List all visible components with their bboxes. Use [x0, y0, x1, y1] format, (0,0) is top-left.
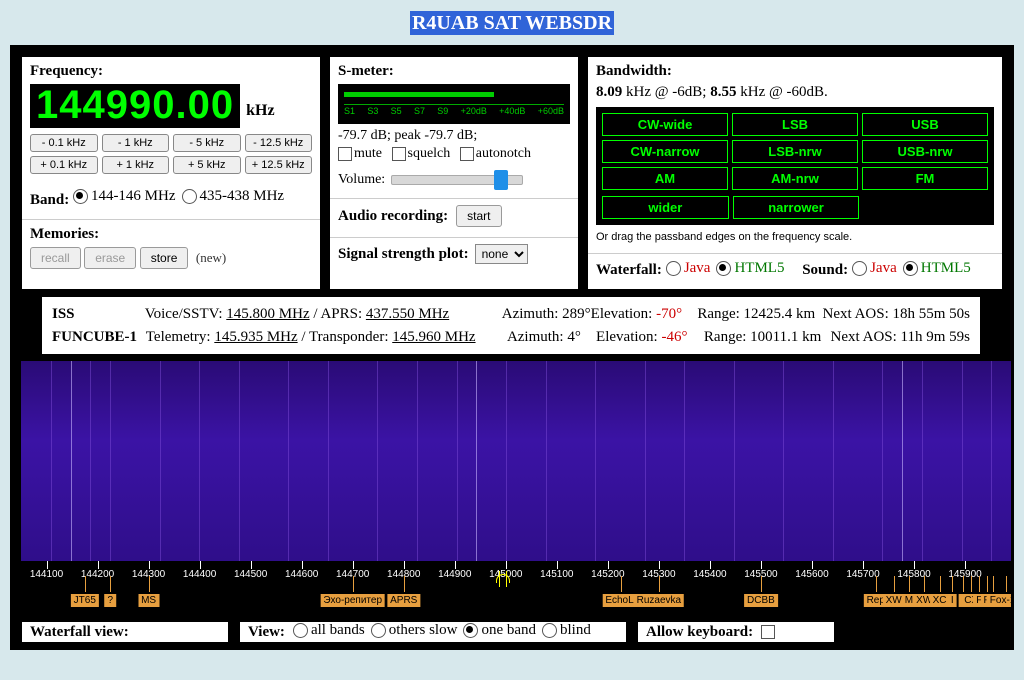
smeter-label: S-meter:	[338, 63, 570, 80]
freq-tick: 144200	[81, 569, 114, 580]
freq-tick: 145900	[948, 569, 981, 580]
freq-marker[interactable]: MS	[138, 594, 159, 607]
volume-label: Volume:	[338, 172, 385, 188]
freq-tick: 144100	[30, 569, 63, 580]
freq-tick: 144600	[285, 569, 318, 580]
frequency-display[interactable]: 144990.00	[30, 84, 240, 128]
smeter-panel: S-meter: S1S3S5S7S9+20dB+40dB+60dB -79.7…	[329, 56, 579, 290]
freq-marker[interactable]: Эхо-репитер	[320, 594, 385, 607]
freq-tick: 145200	[591, 569, 624, 580]
plus-step-button-0[interactable]: + 0.1 kHz	[30, 156, 98, 174]
waterfall-display[interactable]	[21, 361, 1011, 561]
smeter-readout: -79.7 dB; peak -79.7 dB;	[338, 128, 570, 144]
mode-button-usb-nrw[interactable]: USB-nrw	[862, 140, 988, 163]
freq-tick: 145800	[897, 569, 930, 580]
sat-row: ISSVoice/SSTV: 145.800 MHz / APRS: 437.5…	[52, 303, 970, 326]
mode-button-cw-narrow[interactable]: CW-narrow	[602, 140, 728, 163]
freq-marker[interactable]: I	[948, 594, 957, 607]
bandwidth-label: Bandwidth:	[596, 63, 994, 80]
sound-label: Sound:	[802, 262, 848, 279]
waterfall-radio-java[interactable]: Java	[666, 260, 711, 277]
freq-tick: 145700	[846, 569, 879, 580]
freq-tick: 145000	[489, 569, 522, 580]
freq-marker[interactable]: Fox-1A	[987, 594, 1011, 607]
minus-step-button-2[interactable]: - 5 kHz	[173, 134, 241, 152]
waterfall-label: Waterfall:	[596, 262, 662, 279]
minus-step-button-0[interactable]: - 0.1 kHz	[30, 134, 98, 152]
mode-button-am[interactable]: AM	[602, 167, 728, 190]
narrower-button[interactable]: narrower	[733, 196, 860, 219]
allow-keyboard-box: Allow keyboard:	[637, 621, 835, 643]
band-label: Band:	[30, 192, 69, 208]
sound-radio-html5[interactable]: HTML5	[903, 260, 971, 277]
mode-button-lsb-nrw[interactable]: LSB-nrw	[732, 140, 858, 163]
freq-tick: 145100	[540, 569, 573, 580]
bandwidth-panel: Bandwidth: 8.09 kHz @ -6dB; 8.55 kHz @ -…	[587, 56, 1003, 290]
frequency-label: Frequency:	[30, 63, 312, 80]
drag-note: Or drag the passband edges on the freque…	[596, 231, 994, 243]
view-radio-0[interactable]: all bands	[293, 622, 365, 639]
sound-radio-java[interactable]: Java	[852, 260, 897, 277]
memories-new: (new)	[196, 250, 226, 265]
recall-button[interactable]: recall	[30, 247, 81, 269]
sat-row: FUNCUBE-1Telemetry: 145.935 MHz / Transp…	[52, 326, 970, 349]
allow-keyboard-checkbox[interactable]	[761, 625, 775, 639]
minus-step-button-1[interactable]: - 1 kHz	[102, 134, 170, 152]
ssplot-select[interactable]: none	[475, 244, 528, 264]
memories-label: Memories:	[30, 226, 312, 243]
freq-marker[interactable]: Ruzaevka	[634, 594, 684, 607]
freq-marker[interactable]: APRS	[387, 594, 420, 607]
page-title: R4UAB SAT WEBSDR	[10, 12, 1014, 35]
audio-rec-label: Audio recording:	[338, 208, 448, 225]
view-radio-3[interactable]: blind	[542, 622, 591, 639]
freq-tick: 145600	[795, 569, 828, 580]
main-panel: Frequency: 144990.00 kHz - 0.1 kHz- 1 kH…	[10, 45, 1014, 650]
freq-marker[interactable]: ?	[105, 594, 117, 607]
frequency-scale[interactable]: 1441001442001443001444001445001446001447…	[21, 561, 1011, 615]
mode-button-usb[interactable]: USB	[862, 113, 988, 136]
ssplot-label: Signal strength plot:	[338, 246, 469, 263]
mode-button-cw-wide[interactable]: CW-wide	[602, 113, 728, 136]
plus-step-button-2[interactable]: + 5 kHz	[173, 156, 241, 174]
waterfall-view-box: Waterfall view:	[21, 621, 229, 643]
plus-step-button-3[interactable]: + 12.5 kHz	[245, 156, 313, 174]
freq-tick: 144500	[234, 569, 267, 580]
band-radio-1[interactable]: 435-438 MHz	[182, 188, 285, 205]
view-radio-2[interactable]: one band	[463, 622, 536, 639]
freq-marker[interactable]: XC	[930, 594, 950, 607]
title-text: R4UAB SAT WEBSDR	[410, 11, 614, 35]
freq-marker[interactable]: JT65	[71, 594, 99, 607]
squelch-checkbox[interactable]: squelch	[392, 146, 451, 162]
frequency-unit: kHz	[246, 102, 274, 128]
mode-button-lsb[interactable]: LSB	[732, 113, 858, 136]
view-box: View: all bandsothers slowone bandblind	[239, 621, 627, 643]
view-radio-1[interactable]: others slow	[371, 622, 458, 639]
freq-tick: 145400	[693, 569, 726, 580]
freq-tick: 144900	[438, 569, 471, 580]
volume-slider[interactable]	[391, 175, 523, 185]
autonotch-checkbox[interactable]: autonotch	[460, 146, 531, 162]
mute-checkbox[interactable]: mute	[338, 146, 382, 162]
smeter-display: S1S3S5S7S9+20dB+40dB+60dB	[338, 84, 570, 124]
mode-button-fm[interactable]: FM	[862, 167, 988, 190]
erase-button[interactable]: erase	[84, 247, 136, 269]
freq-tick: 144400	[183, 569, 216, 580]
store-button[interactable]: store	[140, 247, 189, 269]
band-radio-0[interactable]: 144-146 MHz	[73, 188, 176, 205]
record-start-button[interactable]: start	[456, 205, 501, 227]
waterfall-radio-html5[interactable]: HTML5	[716, 260, 784, 277]
satellite-table: ISSVoice/SSTV: 145.800 MHz / APRS: 437.5…	[41, 296, 981, 355]
plus-step-button-1[interactable]: + 1 kHz	[102, 156, 170, 174]
mode-button-am-nrw[interactable]: AM-nrw	[732, 167, 858, 190]
wider-button[interactable]: wider	[602, 196, 729, 219]
frequency-panel: Frequency: 144990.00 kHz - 0.1 kHz- 1 kH…	[21, 56, 321, 290]
freq-marker[interactable]: DCBB	[744, 594, 778, 607]
minus-step-button-3[interactable]: - 12.5 kHz	[245, 134, 313, 152]
